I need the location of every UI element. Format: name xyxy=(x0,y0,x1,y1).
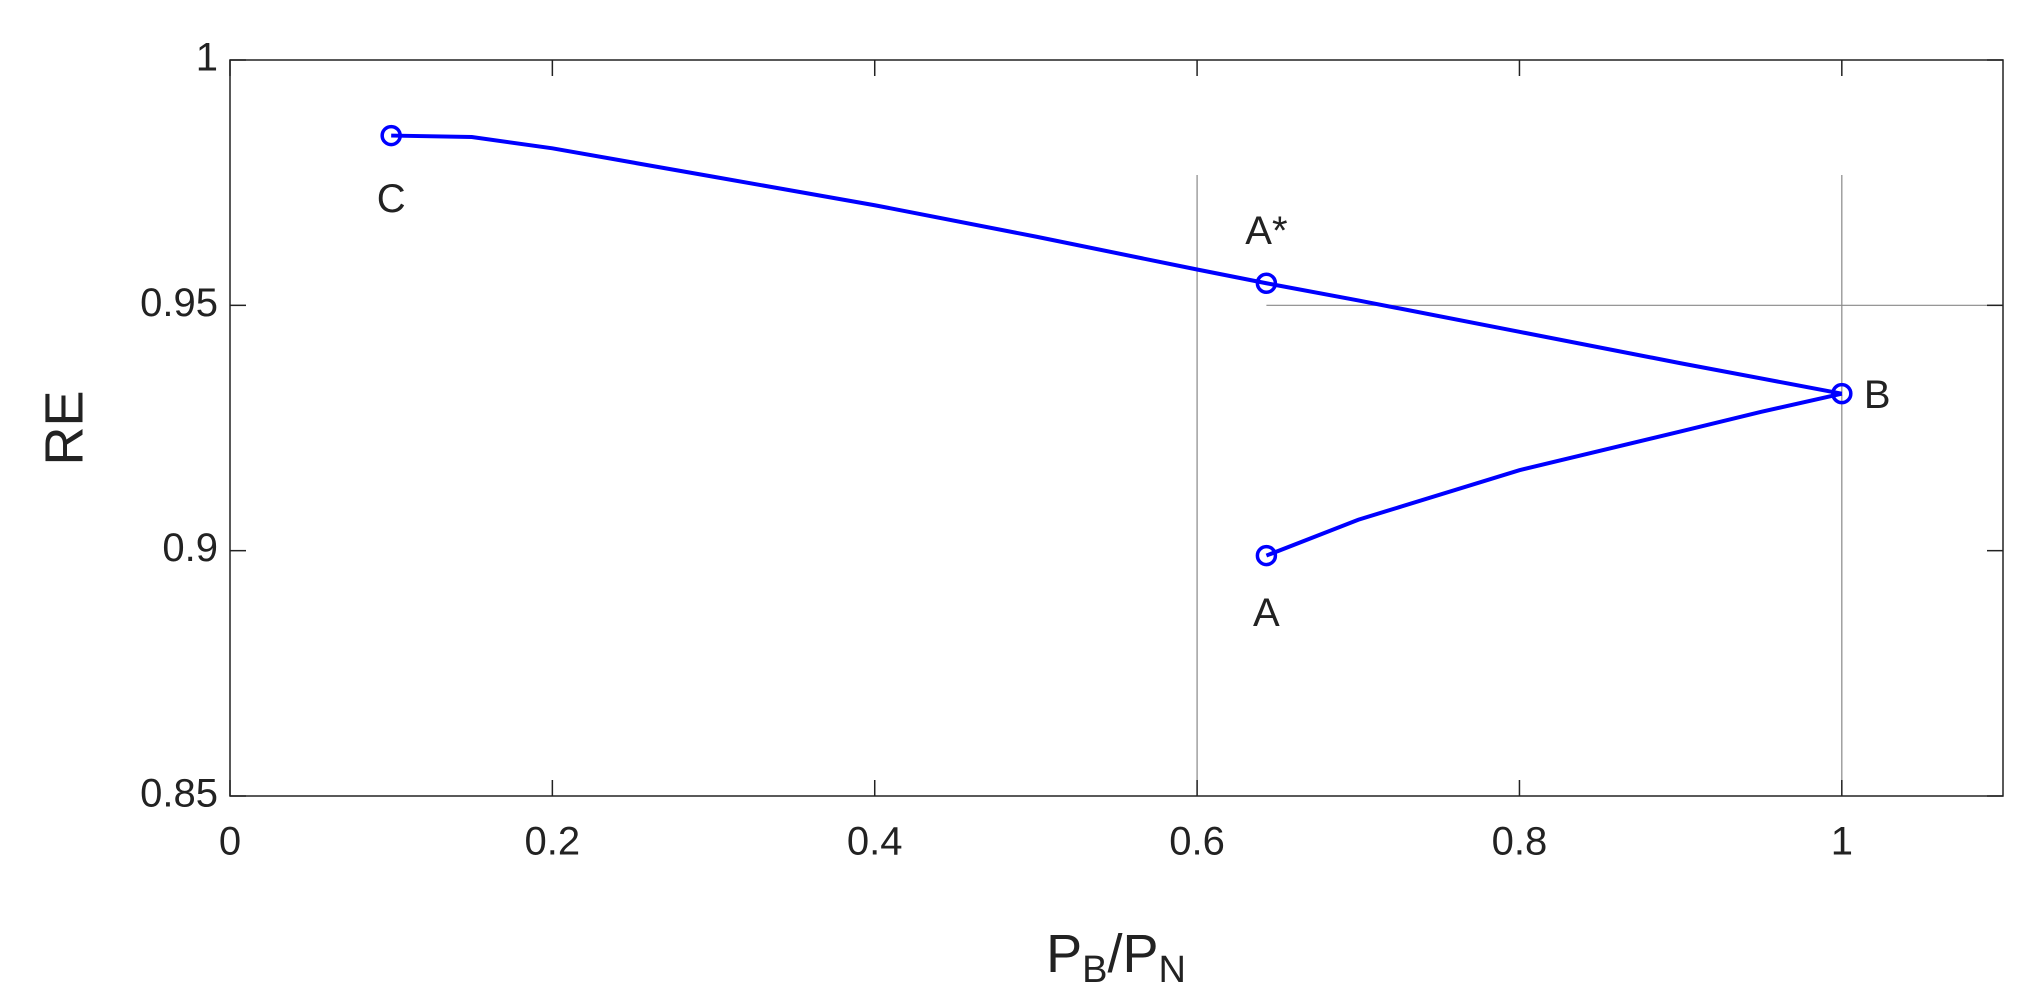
x-tick-label: 0.6 xyxy=(1169,820,1225,864)
point-label: A xyxy=(1253,591,1280,635)
point-label: A* xyxy=(1245,209,1287,253)
x-tick-label: 0 xyxy=(219,820,241,864)
point-label: B xyxy=(1864,373,1891,417)
point-marker xyxy=(1255,544,1278,567)
x-label-sub: N xyxy=(1158,949,1185,991)
y-tick-label: 0.85 xyxy=(140,772,218,816)
x-label-sub: B xyxy=(1082,949,1107,991)
y-tick-label: 0.95 xyxy=(140,281,218,325)
x-tick-label: 0.4 xyxy=(847,820,903,864)
x-label-part: /P xyxy=(1107,924,1158,984)
point-marker xyxy=(380,124,402,147)
series-line xyxy=(391,133,1843,396)
series-line xyxy=(1265,391,1843,558)
y-tick-label: 0.9 xyxy=(162,526,218,570)
x-tick-label: 0.2 xyxy=(525,820,581,864)
x-tick-label: 1 xyxy=(1831,820,1853,864)
y-tick-label: 1 xyxy=(196,36,218,80)
point-marker xyxy=(1831,382,1853,405)
y-axis-label: RE xyxy=(34,390,94,465)
x-label-part: P xyxy=(1046,924,1082,984)
point-marker xyxy=(1255,272,1278,295)
x-axis-label: PB/PN xyxy=(1046,924,1186,991)
x-tick-label: 0.8 xyxy=(1492,820,1548,864)
plot-frame xyxy=(229,59,2004,797)
point-label: C xyxy=(377,177,406,221)
